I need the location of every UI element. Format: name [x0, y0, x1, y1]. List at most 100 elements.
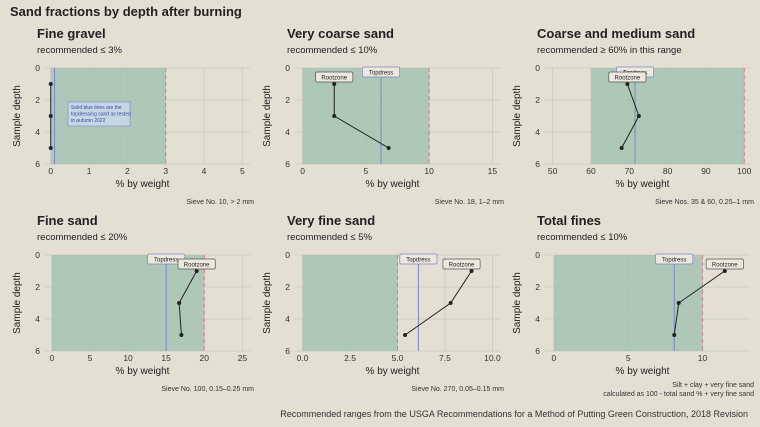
topdress-label-text: Topdress	[369, 70, 393, 76]
rootzone-point	[722, 269, 727, 273]
panel-fine-sand: Fine sand recommended ≤ 20% Sieve No. 10…	[10, 211, 260, 411]
chart-svg: 0.0 2.5 5.0 7.5 10.0 0 2 4 6 % by weight Sample de…	[262, 250, 501, 377]
y-tick-label: 6	[285, 346, 290, 356]
note-rect	[67, 101, 131, 127]
x-tick-label: 0	[552, 353, 557, 363]
recommended-range	[590, 68, 745, 164]
rootzone-label: Rootzone	[442, 258, 481, 270]
rootzone-label-box	[442, 258, 481, 270]
x-tick-label: 50	[548, 166, 558, 176]
y-tick-label: 4	[535, 127, 540, 137]
rootzone-label-text: Rootzone	[712, 262, 738, 268]
y-tick-label: 4	[535, 314, 540, 324]
y-tick-label: 6	[285, 159, 290, 169]
y-tick-label: 0	[285, 63, 290, 73]
rootzone-point	[672, 333, 677, 337]
chart-svg: 0 5 10 15 0 2 4 6 % by weight Sample depth Topdres…	[262, 63, 500, 190]
x-axis-label: % by weight	[116, 366, 170, 377]
topdress-label-box	[655, 253, 694, 265]
topdress-label-text: Topdress	[406, 257, 430, 263]
y-axis-label: Sample depth	[12, 85, 23, 147]
rootzone-point	[469, 269, 474, 273]
x-axis-label: % by weight	[616, 366, 670, 377]
x-tick-label: 2.5	[344, 353, 356, 363]
rootzone-label-text: Rootzone	[184, 262, 210, 268]
rootzone-point	[48, 82, 53, 86]
y-tick-label: 0	[35, 250, 40, 260]
panel-caption: Sieve Nos. 35 & 60, 0.25–1 mm	[655, 198, 754, 207]
y-tick-label: 2	[35, 282, 40, 292]
rootzone-point	[332, 114, 337, 118]
x-tick-label: 2	[125, 166, 130, 176]
panel-subtitle: recommended ≤ 10%	[287, 45, 378, 56]
x-tick-label: 0.0	[297, 353, 309, 363]
rootzone-point	[386, 146, 391, 150]
caption-line: Sieve No. 100, 0.15–0.25 mm	[161, 386, 254, 393]
x-tick-label: 70	[625, 166, 635, 176]
x-tick-label: 10	[698, 353, 708, 363]
x-tick-label: 1	[87, 166, 92, 176]
page-title: Sand fractions by depth after burning	[10, 4, 242, 19]
panel-title: Total fines	[537, 213, 602, 228]
caption-line: Sieve Nos. 35 & 60, 0.25–1 mm	[655, 199, 754, 206]
y-tick-label: 4	[35, 314, 40, 324]
chart-svg: 0 5 10 0 2 4 6 % by weight Sample depth Topdress R…	[512, 250, 750, 377]
topdress-label-box	[362, 66, 400, 78]
rootzone-label-text: Rootzone	[449, 262, 475, 268]
x-tick-label: 5	[240, 166, 245, 176]
x-tick-label: 0	[48, 166, 53, 176]
recommended-range	[302, 255, 398, 351]
topdress-label-text: Topdress	[154, 257, 178, 263]
rootzone-point	[179, 333, 184, 337]
x-tick-label: 4	[202, 166, 207, 176]
y-tick-label: 4	[285, 314, 290, 324]
y-axis-label: Sample depth	[12, 272, 23, 334]
x-tick-label: 7.5	[439, 353, 451, 363]
rootzone-point	[332, 82, 337, 86]
y-tick-label: 2	[535, 95, 540, 105]
panel-very-fine-sand: Very fine sand recommended ≤ 5% Sieve No…	[260, 211, 510, 411]
topdress-label-box	[399, 253, 438, 265]
x-tick-label: 5	[88, 353, 93, 363]
rootzone-label: Rootzone	[705, 258, 744, 270]
y-tick-label: 6	[535, 159, 540, 169]
y-tick-label: 2	[35, 95, 40, 105]
panel-title: Very coarse sand	[287, 26, 394, 41]
recommended-range	[302, 68, 430, 164]
y-axis-label: Sample depth	[512, 85, 523, 147]
y-axis-label: Sample depth	[262, 272, 273, 334]
topdress-label: Topdress	[655, 253, 694, 265]
rootzone-point	[177, 301, 182, 305]
rootzone-point	[625, 82, 630, 86]
rootzone-point	[194, 269, 199, 273]
rootzone-point	[48, 146, 53, 150]
panel-subtitle: recommended ≤ 20%	[37, 232, 128, 243]
x-tick-label: 10	[123, 353, 133, 363]
y-tick-label: 0	[535, 63, 540, 73]
y-axis-label: Sample depth	[512, 272, 523, 334]
panel-caption: Sieve No. 10, > 2 mm	[186, 198, 254, 207]
note-text: Solid blue lines are the	[71, 105, 122, 111]
y-axis-label: Sample depth	[262, 85, 273, 147]
rootzone-point	[636, 114, 641, 118]
x-tick-label: 5	[363, 166, 368, 176]
x-axis-label: % by weight	[116, 179, 170, 190]
panel-total-fines: Total fines recommended ≤ 10% Silt + cla…	[510, 211, 760, 411]
x-tick-label: 15	[488, 166, 498, 176]
rootzone-label-box	[177, 258, 216, 270]
y-tick-label: 0	[535, 250, 540, 260]
y-tick-label: 2	[535, 282, 540, 292]
panel-subtitle: recommended ≤ 3%	[37, 45, 122, 56]
x-tick-label: 10.0	[484, 353, 501, 363]
panel-subtitle: recommended ≥ 60% in this range	[537, 45, 682, 56]
y-tick-label: 6	[535, 346, 540, 356]
caption-line: Sieve No. 270, 0.05–0.15 mm	[411, 386, 504, 393]
rootzone-point	[48, 114, 53, 118]
rootzone-label-box	[705, 258, 744, 270]
panel-caption: Silt + clay + very fine sand calculated …	[603, 381, 754, 399]
chart-svg: 0 5 10 15 20 25 0 2 4 6 % by weight Sample depth Top…	[12, 250, 250, 377]
caption-line: Sieve No. 10, > 2 mm	[186, 199, 254, 206]
note-text: topdressing sand as tested	[71, 112, 131, 118]
y-tick-label: 6	[35, 346, 40, 356]
